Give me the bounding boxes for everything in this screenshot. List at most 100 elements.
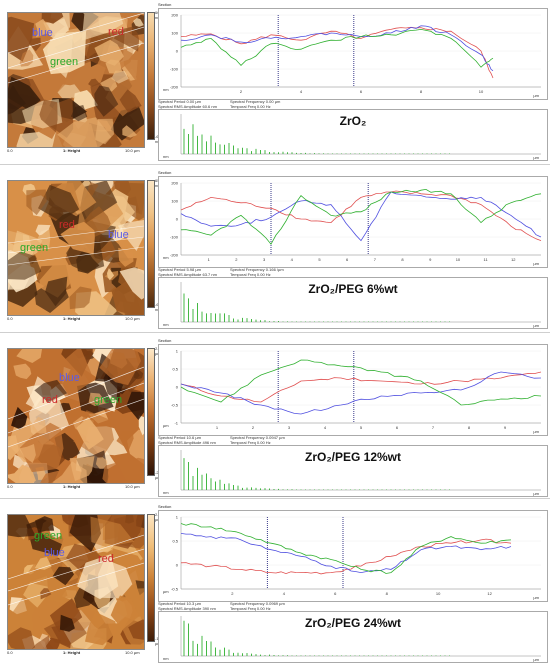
spectrum-unit-label: nm <box>163 656 169 661</box>
x-tick-label: 6 <box>360 89 363 94</box>
y-unit-label: nm <box>163 87 169 92</box>
y-tick-label: 0 <box>176 563 179 568</box>
profile-line <box>8 366 144 420</box>
x-tick-label: 9 <box>429 257 432 262</box>
spectrum-x-unit: µm <box>533 657 539 662</box>
afm-height-image-panel: 662.1 nm -662.1 nm 0.0 1: Height 10.0 µm… <box>4 2 166 157</box>
series-line-green <box>180 523 512 574</box>
y-tick-label: 0 <box>176 49 179 54</box>
spectrum-plot: nm µm ZrO₂/PEG 12%wt <box>158 445 548 497</box>
stat-temporal-freq: Temporal Freq 0.00 Hz <box>230 606 271 611</box>
spectrum-x-unit: µm <box>533 491 539 496</box>
spectrum-plot: nm µm ZrO₂/PEG 24%wt <box>158 611 548 663</box>
x-tick-label: 5 <box>318 257 321 262</box>
colorbar-max: 2.6 µm <box>155 512 161 522</box>
image-axis-start: 0.0 <box>7 650 13 655</box>
x-tick-label: 4 <box>291 257 294 262</box>
section-analysis: Section 200 100 0 -100 -200 1 2 3 4 5 6 7 8 9 10 11 12 nm… <box>158 170 548 329</box>
profile-label-red: red <box>59 219 75 231</box>
image-axis-start: 0.0 <box>7 316 13 321</box>
afm-height-image-panel: 2.6 µm -1.5 µm 0.0 1: Height 10.0 µm blu… <box>4 504 162 659</box>
section-title: Section <box>158 504 172 509</box>
stat-rms-amplitude: Spectral RMS Amplitude 63.7 nm <box>158 272 217 277</box>
series-line-red <box>180 26 494 79</box>
y-tick-label: 100 <box>171 31 178 36</box>
y-tick-label: -0.5 <box>171 587 179 592</box>
x-tick-label: 2 <box>252 425 255 430</box>
x-tick-label: 4 <box>283 591 286 596</box>
profile-line <box>8 398 144 448</box>
spectrum-unit-label: nm <box>163 322 169 327</box>
x-tick-label: 10 <box>436 591 441 596</box>
section-profile-plot: 200 100 0 -100 -200 1 2 3 4 5 6 7 8 9 10 11 12 nm µm <box>158 176 548 268</box>
x-tick-label: 1 <box>216 425 219 430</box>
y-tick-label: 200 <box>171 13 178 18</box>
image-axis-end: 10.0 µm <box>125 650 140 655</box>
spectrum-svg: nm µm <box>163 450 541 496</box>
y-tick-label: -1 <box>174 421 178 426</box>
profile-label-blue: blue <box>108 229 129 241</box>
x-tick-label: 10 <box>456 257 461 262</box>
panel-separator <box>0 164 550 165</box>
stat-spectral-frequency: Spectral Frequency 0.0947 µm <box>230 435 285 440</box>
x-tick-label: 10 <box>479 89 484 94</box>
y-tick-label: 200 <box>171 181 178 186</box>
x-unit-label: µm <box>533 93 539 98</box>
spectrum-svg: nm µm <box>163 282 541 328</box>
image-axis-end: 10.0 µm <box>125 484 140 489</box>
afm-height-map <box>8 515 144 649</box>
afm-height-map <box>8 181 144 315</box>
x-unit-label: µm <box>533 595 539 600</box>
sample-caption: ZrO₂/PEG 6%wt <box>308 282 398 296</box>
spectrum-plot: nm µm ZrO₂/PEG 6%wt <box>158 277 548 329</box>
colorbar <box>147 12 155 140</box>
section-analysis: Section 200 100 0 -100 -200 2 4 6 8 10 nm µm Spectr… <box>158 2 548 161</box>
spectrum-svg: nm µm <box>163 114 541 160</box>
y-tick-label: 1 <box>176 515 179 520</box>
image-channel-label: 1: Height <box>63 148 81 153</box>
x-tick-label: 5 <box>360 425 363 430</box>
series-line-blue <box>180 371 542 415</box>
profile-label-green: green <box>50 56 79 68</box>
section-profile-svg: 1 0.5 0 -0.5 2 4 6 8 10 12 µm µm <box>163 515 541 600</box>
section-profile-plot: 1 0.5 0 -0.5 2 4 6 8 10 12 µm µm <box>158 510 548 602</box>
y-unit-label: µm <box>163 423 169 428</box>
x-tick-label: 8 <box>420 89 423 94</box>
stat-spectral-frequency: Spectral Frequency 0.166 /µm <box>230 267 284 272</box>
x-tick-label: 1 <box>208 257 211 262</box>
stat-spectral-period: Spectral Period 10.3 µm <box>158 601 201 606</box>
profile-line <box>8 236 144 254</box>
y-unit-label: nm <box>163 255 169 260</box>
sample-caption: ZrO₂/PEG 12%wt <box>304 450 402 464</box>
section-analysis: Section 1 0.5 0 -0.5 -1 1 2 3 4 5 6 7 8 9 µm µm Spectra… <box>158 338 548 497</box>
y-tick-label: -200 <box>170 253 179 258</box>
sample-caption: ZrO₂ <box>339 114 367 128</box>
profile-line <box>8 26 144 69</box>
profile-label-red: red <box>42 394 58 406</box>
image-channel-label: 1: Height <box>63 316 81 321</box>
x-tick-label: 6 <box>334 591 337 596</box>
image-axis-end: 10.0 µm <box>125 148 140 153</box>
section-title: Section <box>158 2 172 7</box>
x-tick-label: 7 <box>374 257 377 262</box>
x-tick-label: 3 <box>288 425 291 430</box>
x-tick-label: 4 <box>324 425 327 430</box>
x-tick-label: 6 <box>346 257 349 262</box>
x-tick-label: 8 <box>386 591 389 596</box>
stat-rms-amplitude: Spectral RMS Amplitude 390 nm <box>158 606 216 611</box>
spectrum-unit-label: nm <box>163 154 169 159</box>
profile-label-green: green <box>94 394 123 406</box>
spectrum-x-unit: µm <box>533 155 539 160</box>
image-channel-label: 1: Height <box>63 484 81 489</box>
series-line-blue <box>180 25 494 72</box>
section-analysis: Section 1 0.5 0 -0.5 2 4 6 8 10 12 µm µm Spectral P… <box>158 504 548 663</box>
afm-height-image-panel: 2.2 µm -2.1 µm 0.0 1: Height 10.0 µm blu… <box>4 338 162 493</box>
series-line-green <box>180 359 542 406</box>
profile-label-red: red <box>108 26 124 38</box>
series-line-red <box>180 371 542 403</box>
profile-label-blue: blue <box>59 372 80 384</box>
x-unit-label: µm <box>533 429 539 434</box>
x-tick-label: 8 <box>468 425 471 430</box>
profile-line <box>8 13 144 54</box>
x-tick-label: 3 <box>263 257 266 262</box>
